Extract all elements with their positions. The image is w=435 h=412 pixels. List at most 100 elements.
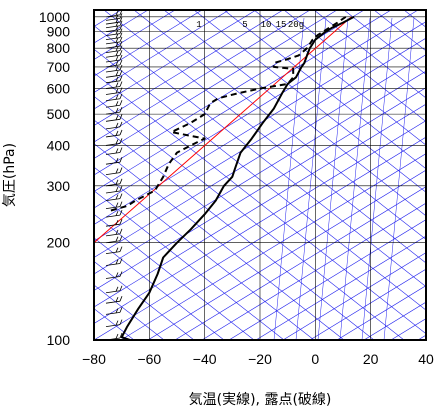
mixing-ratio-line [317,17,349,340]
x-tick-labels: −80 −60 −40 −20 0 20 40 [82,351,434,367]
isotherm-line [228,219,426,340]
wind-barb [105,271,123,279]
isotherm-line [94,10,257,110]
isotherm-line [94,10,365,176]
adiabat-line [94,213,255,340]
isotherm-line [336,285,426,340]
wind-barb [105,45,123,54]
isotherm-line [94,21,426,225]
mixing-ratio-label: 1 [196,20,201,30]
isotherm-line [309,268,426,340]
isotherm-line [94,10,392,192]
y-tick-label: 700 [47,59,71,75]
isotherm-line [147,169,426,340]
wind-barb [105,75,123,84]
isotherm-line [94,37,426,242]
guide-lines [94,10,426,340]
x-tick-label: −20 [248,351,272,367]
isotherm-line [94,10,176,60]
y-tick-label: 900 [47,24,71,40]
y-tick-label: 800 [47,40,71,56]
adiabat-line [103,10,426,264]
adiabat-line [94,119,375,340]
wind-barb [105,129,123,138]
mixing-ratio-label: 15 [276,20,287,30]
mixing-ratio-line [295,17,327,340]
y-tick-label: 500 [47,106,71,122]
wind-barb [105,319,123,328]
isotherm-line [94,10,311,143]
x-tick-label: 20 [363,351,379,367]
isotherm-line [174,186,426,340]
x-tick-label: 40 [418,351,434,367]
wind-barb [105,93,123,102]
adiabat-line [94,190,285,340]
wind-barb [105,193,123,201]
wind-barb [105,64,123,73]
adiabat-line [94,284,165,340]
wind-barb [105,100,123,108]
x-axis-label: 気温(実線), 露点(破線) [189,392,332,408]
adiabat-line [94,72,426,335]
adiabat-line [94,166,315,340]
wind-barb [105,209,123,218]
adiabat-line [94,261,195,340]
wind-barb [105,50,123,58]
wind-barb [105,114,123,122]
isotherm-line [94,10,419,209]
y-tick-label: 100 [47,332,71,348]
isotherm-line [94,10,338,159]
isotherm-line [94,120,426,324]
wind-barb [105,296,123,304]
y-tick-label: 400 [47,137,71,153]
y-axis-label: 気圧(hPa) [2,143,18,207]
x-tick-label: −40 [193,351,217,367]
mixing-ratio-label: 20g [288,20,304,30]
wind-barb [105,167,123,175]
isotherm-line [94,10,230,93]
dewpoint-line [107,15,347,213]
wind-barb [105,307,123,315]
wind-barbs [105,9,123,341]
wind-barb [105,332,123,341]
mixing-ratio-label: 10 [261,20,272,30]
y-tick-label: 200 [47,235,71,251]
mixing-ratio-labels: 1 5 10 15 20g [196,20,304,30]
grid-lines [93,10,427,341]
adiabat-line [283,10,426,122]
mixing-ratio-line [383,17,415,340]
wind-barb [105,157,123,165]
wind-barb [105,185,123,194]
profile-series [107,15,355,340]
wind-barb [105,70,123,78]
temperature-line [120,15,355,340]
wind-barb [105,201,123,210]
mixing-ratio-line [273,17,305,340]
adiabat-line [343,10,426,75]
adiabat-line [223,10,426,170]
isotherm-line [390,318,426,340]
isotherm-line [94,10,284,126]
y-tick-label: 1000 [39,9,70,25]
wind-barb [105,228,123,237]
x-tick-label: 0 [311,351,319,367]
isotherm-line [94,54,426,258]
wind-barb [105,87,123,95]
x-tick-label: −60 [137,351,161,367]
isotherm-line [120,153,426,340]
isotherm-line [94,87,426,291]
wind-barb [105,147,123,155]
wind-barb [105,54,123,63]
y-tick-label: 600 [47,81,71,97]
isotherm-line [94,10,149,44]
adiabat-line [403,10,426,28]
adiabat-line [193,10,426,193]
adiabat-line [253,10,426,146]
adiabat-line [94,96,405,340]
x-tick-label: −80 [82,351,106,367]
wind-barb [105,59,123,68]
adiabat-line [133,10,426,240]
isotherm-line [94,103,426,308]
wind-barb [105,178,123,187]
